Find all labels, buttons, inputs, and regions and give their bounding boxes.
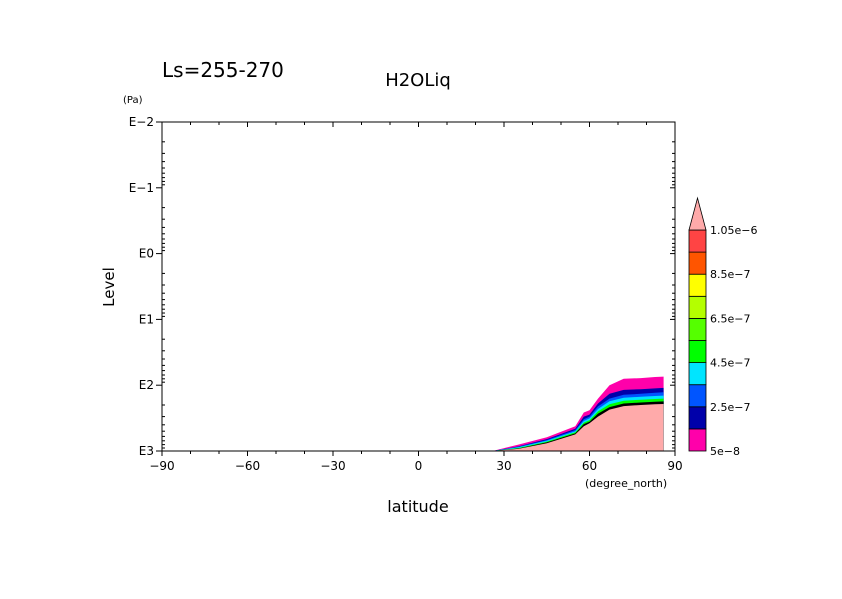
colorbar-overflow-triangle xyxy=(688,196,707,231)
x-tick-label-1: −60 xyxy=(235,459,260,473)
contour-fills xyxy=(492,376,664,451)
colorbar: 5e−8 2.5e−7 4.5e−7 6.5e−7 8.5e−7 1.05e−6 xyxy=(688,196,757,458)
y-tick-label-1: E−1 xyxy=(129,181,154,195)
colorbar-label-4: 8.5e−7 xyxy=(710,268,750,281)
season-label: Ls=255-270 xyxy=(162,58,284,82)
x-tick-label-6: 90 xyxy=(667,459,682,473)
x-tick-label-5: 60 xyxy=(582,459,597,473)
y-axis-ticks: E−2 E−1 E0 E1 E2 E3 xyxy=(129,115,675,458)
y-tick-label-4: E2 xyxy=(139,378,154,392)
x-tick-label-3: 0 xyxy=(415,459,423,473)
colorbar-box-3 xyxy=(688,362,707,386)
y-tick-label-5: E3 xyxy=(139,444,154,458)
colorbar-label-3: 6.5e−7 xyxy=(710,312,750,325)
colorbar-label-2: 4.5e−7 xyxy=(710,357,750,370)
x-tick-label-2: −30 xyxy=(320,459,345,473)
colorbar-box-0 xyxy=(688,428,707,452)
colorbar-box-1 xyxy=(688,406,707,430)
colorbar-box-2 xyxy=(688,384,707,408)
colorbar-label-0: 5e−8 xyxy=(710,445,740,458)
y-axis-label: Level xyxy=(100,267,118,307)
x-units-label: (degree_north) xyxy=(585,477,667,490)
y-units-label: (Pa) xyxy=(123,95,143,106)
y-tick-label-3: E1 xyxy=(139,312,154,326)
x-axis-label: latitude xyxy=(387,497,448,516)
x-axis-ticks: −90 −60 −30 0 30 60 90 xyxy=(149,122,683,473)
contour-band-6 xyxy=(492,404,664,451)
colorbar-box-6 xyxy=(688,295,707,319)
colorbar-box-5 xyxy=(688,317,707,341)
colorbar-box-9 xyxy=(688,229,707,253)
chart-title: H2OLiq xyxy=(385,70,451,91)
colorbar-label-1: 2.5e−7 xyxy=(710,401,750,414)
colorbar-label-5: 1.05e−6 xyxy=(710,224,757,237)
colorbar-box-4 xyxy=(688,340,707,364)
colorbar-box-7 xyxy=(688,273,707,297)
y-tick-label-0: E−2 xyxy=(129,115,154,129)
x-tick-label-0: −90 xyxy=(149,459,174,473)
y-tick-label-2: E0 xyxy=(139,247,154,261)
colorbar-box-8 xyxy=(688,251,707,275)
x-tick-label-4: 30 xyxy=(496,459,511,473)
